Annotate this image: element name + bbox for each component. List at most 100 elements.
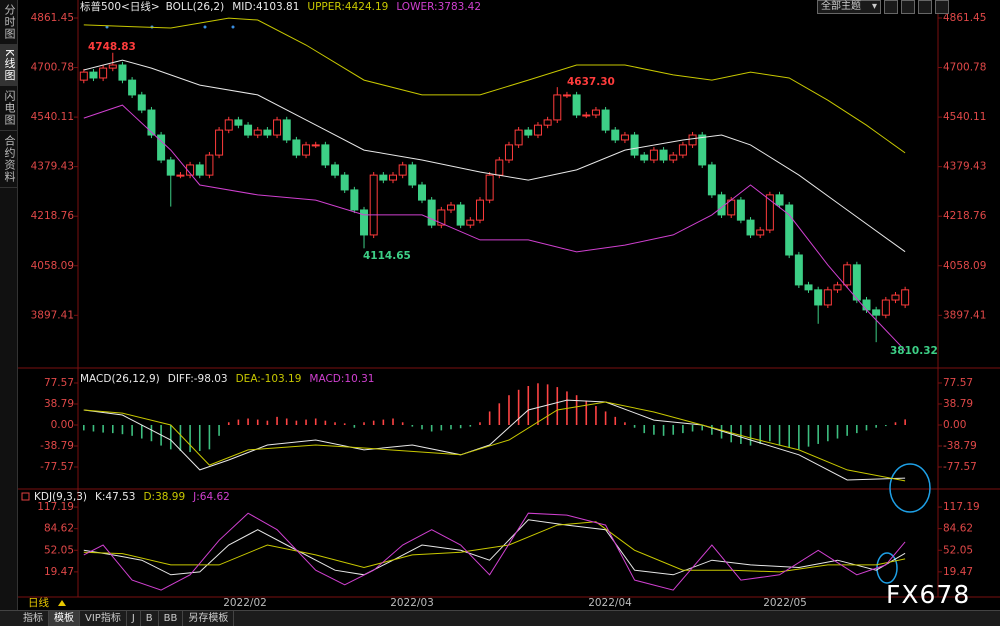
x-date-label: 2022/03	[390, 597, 434, 609]
y-tick-label: 84.62	[943, 523, 973, 535]
candle-body	[601, 109, 610, 131]
candle-body	[688, 134, 697, 146]
sidebar: 分时图 K线图 闪电图 合约资料	[0, 0, 18, 610]
toolbar: 全部主题 ▾	[817, 0, 949, 14]
indicator-icon	[21, 492, 30, 501]
candle-body	[852, 264, 861, 301]
candle-body	[350, 189, 359, 211]
candle-body	[765, 194, 774, 231]
candle-body	[340, 174, 349, 191]
candle-body	[756, 229, 765, 236]
candle-body	[649, 149, 658, 161]
y-tick-label: 4379.43	[943, 161, 986, 173]
tab[interactable]: 另存模板	[183, 611, 235, 626]
candle-body	[698, 134, 707, 166]
y-tick-label: 0.00	[51, 419, 74, 431]
plot	[83, 512, 906, 591]
candle-body	[591, 109, 600, 116]
theme-dropdown[interactable]: 全部主题 ▾	[817, 0, 881, 14]
y-tick-label: 3897.41	[31, 309, 74, 321]
y-tick-label: -77.57	[943, 461, 977, 473]
y-tick-label: 38.79	[44, 398, 74, 410]
indicator-line	[83, 521, 906, 573]
tab[interactable]: VIP指标	[80, 611, 127, 626]
toolbar-button[interactable]	[901, 0, 915, 14]
candle-body	[224, 119, 233, 131]
side-tab[interactable]: 分时图	[0, 0, 17, 45]
theme-label: 全部主题	[821, 1, 861, 12]
y-tick-label: -38.79	[40, 440, 74, 452]
toolbar-button[interactable]	[884, 0, 898, 14]
candle-body	[717, 194, 726, 216]
watermark: FX678	[886, 580, 971, 609]
side-tab[interactable]: 合约资料	[0, 131, 17, 189]
tab[interactable]: B	[141, 611, 159, 626]
indicator-line	[83, 104, 906, 351]
indicator-line	[83, 519, 906, 576]
candle-body	[166, 159, 175, 176]
header-item: LOWER:3783.42	[396, 1, 481, 13]
candle-body	[186, 164, 195, 176]
candle-body	[302, 144, 311, 156]
candle-body	[437, 209, 446, 226]
y-tick-label: 77.57	[943, 377, 973, 389]
candle-body	[572, 94, 581, 116]
spacer	[0, 611, 18, 626]
candle-body	[292, 139, 301, 156]
candle-body	[360, 209, 369, 236]
toolbar-button[interactable]	[935, 0, 949, 14]
candle-body	[833, 284, 842, 291]
candle-body	[524, 129, 533, 136]
header-item: J:64.62	[192, 491, 230, 503]
indicator-line	[83, 17, 906, 154]
candle-body	[273, 119, 282, 136]
candle-body	[369, 174, 378, 236]
candle-body	[804, 284, 813, 291]
candle-body	[504, 144, 513, 161]
side-tab[interactable]: K线图	[0, 45, 17, 87]
candle-body	[543, 119, 552, 126]
chart: 日线 2022/02 2022/03 2022/04 2022/05 4861.45 48…	[18, 0, 1000, 609]
header-item: K:47.53	[95, 491, 135, 503]
tab[interactable]: 指标	[18, 611, 49, 626]
highlight-circle	[889, 463, 931, 513]
candle-body	[611, 129, 620, 141]
plot	[82, 383, 906, 482]
candle-body	[630, 134, 639, 156]
y-tick-label: 84.62	[44, 523, 74, 535]
y-tick-label: 4379.43	[31, 161, 74, 173]
side-tab[interactable]: 闪电图	[0, 86, 17, 132]
y-tick-label: -38.79	[943, 440, 977, 452]
tab[interactable]: J	[127, 611, 141, 626]
tab[interactable]: 模板	[49, 611, 80, 626]
candle-body	[582, 114, 591, 117]
candle-body	[843, 264, 852, 286]
candle-body	[418, 184, 426, 201]
candle-body	[311, 144, 320, 147]
y-tick-label: 4218.76	[31, 210, 75, 222]
candle-body	[244, 124, 253, 136]
indicator-line	[83, 399, 906, 481]
period-arrow[interactable]	[58, 600, 66, 606]
toolbar-button[interactable]	[918, 0, 932, 14]
y-tick-label: 4058.09	[943, 260, 986, 272]
candle-body	[379, 174, 388, 181]
tab[interactable]: BB	[159, 611, 184, 626]
header-item: D:38.99	[143, 491, 185, 503]
y-tick-label: 19.47	[943, 566, 973, 578]
header-item: DIFF:-98.03	[168, 373, 228, 385]
candle-body	[669, 154, 678, 161]
marker-dot	[231, 25, 235, 29]
candle-body	[89, 71, 98, 79]
price-annotation: 4114.65	[363, 250, 411, 262]
period-label[interactable]: 日线	[28, 596, 49, 609]
candle-body	[157, 134, 166, 161]
y-tick-label: 4540.11	[31, 111, 74, 123]
candle-body	[640, 154, 649, 161]
candle-body	[533, 124, 542, 136]
indicator-line	[83, 512, 906, 591]
candle-body	[823, 289, 832, 306]
candle-body	[263, 129, 272, 136]
panel-header: KDJ(9,3,3) K:47.53 D:38.99 J:64.62	[34, 491, 230, 503]
candle-body	[785, 204, 794, 256]
